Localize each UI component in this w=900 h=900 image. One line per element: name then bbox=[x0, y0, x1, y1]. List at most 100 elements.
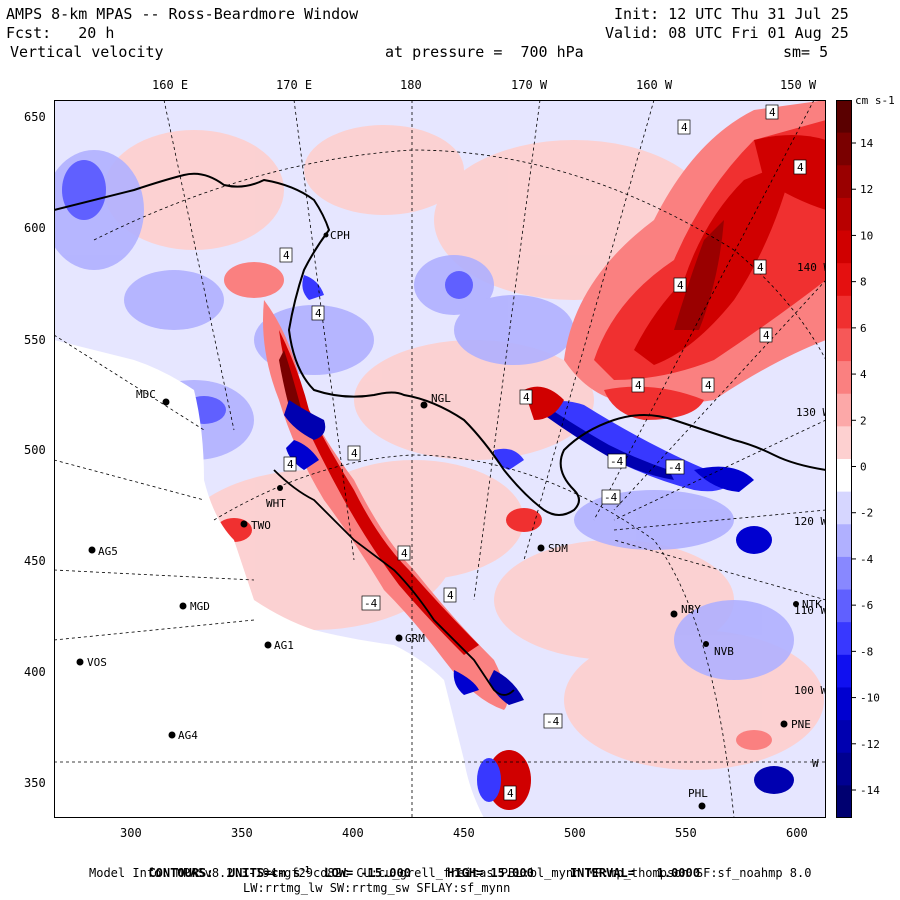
lon-label-170w: 170 W bbox=[511, 78, 548, 92]
colorbar-label: 10 bbox=[860, 229, 873, 242]
station-grm[interactable]: GRM bbox=[395, 632, 426, 645]
station-mdc[interactable]: MDC bbox=[136, 388, 170, 406]
contours-interval: INTERVAL= 1.0000 bbox=[569, 866, 700, 880]
svg-text:4: 4 bbox=[635, 379, 642, 392]
colorbar-swatch bbox=[836, 687, 852, 721]
svg-text:MDC: MDC bbox=[136, 388, 156, 401]
colorbar-label: 6 bbox=[860, 322, 867, 335]
colorbar-swatch bbox=[836, 785, 852, 818]
meridian-labels: 140 W 130 W 120 W 110 W 100 W W bbox=[794, 261, 826, 770]
colorbar-swatch bbox=[836, 393, 852, 427]
colorbar-label: 0 bbox=[860, 461, 867, 474]
svg-text:-4: -4 bbox=[668, 461, 682, 474]
svg-text:140 W: 140 W bbox=[797, 261, 826, 274]
lon-label-180: 180 bbox=[400, 78, 422, 92]
footer-physics: LW:rrtmg_lw SW:rrtmg_sw SFLAY:sf_mynn bbox=[243, 881, 511, 895]
svg-text:WHT: WHT bbox=[266, 497, 286, 510]
smoothing: sm= 5 bbox=[783, 43, 829, 61]
map-frame bbox=[54, 100, 826, 818]
colorbar-swatch bbox=[836, 524, 852, 558]
svg-text:130 W: 130 W bbox=[796, 406, 826, 419]
stations: MDC NGL CPH AG5 TWO MGD AG1 VOS AG4 SDM … bbox=[76, 229, 822, 810]
contour-label: 4 bbox=[283, 456, 297, 472]
station-two[interactable]: TWO bbox=[240, 519, 271, 532]
colorbar-swatch bbox=[836, 197, 852, 232]
colorbar-swatch bbox=[836, 132, 852, 166]
svg-text:PNE: PNE bbox=[791, 718, 811, 731]
station-mgd[interactable]: MGD bbox=[179, 600, 210, 613]
contours-low: LOW= -15.000 bbox=[324, 866, 411, 880]
colorbar-label: 8 bbox=[860, 276, 867, 289]
contours-units-sup: -1 bbox=[300, 865, 310, 874]
x-tick-350: 350 bbox=[231, 826, 253, 840]
svg-text:AG5: AG5 bbox=[98, 545, 118, 558]
contour-label: 4 bbox=[677, 119, 691, 135]
colorbar-swatch bbox=[836, 556, 852, 591]
colorbar-swatch bbox=[836, 230, 852, 264]
station-phl[interactable]: PHL bbox=[688, 787, 708, 810]
terrain-mask bbox=[54, 340, 484, 818]
station-nvb[interactable]: NVB bbox=[703, 641, 734, 658]
colorbar-swatch bbox=[836, 589, 852, 623]
contour-label: 4 bbox=[347, 445, 361, 461]
colorbar-label: -12 bbox=[860, 738, 880, 751]
colorbar-labels: 14 12 10 8 6 4 2 0 -2 -4 -6 -8 -10 -12 -14 bbox=[852, 137, 880, 797]
x-tick-600: 600 bbox=[786, 826, 808, 840]
y-tick-650: 650 bbox=[24, 110, 46, 124]
station-nby[interactable]: NBY bbox=[670, 603, 702, 618]
svg-text:GRM: GRM bbox=[405, 632, 425, 645]
graticule bbox=[54, 100, 826, 818]
svg-text:4: 4 bbox=[401, 547, 408, 560]
station-ngl[interactable]: NGL bbox=[420, 392, 452, 409]
contour-label: 4 bbox=[397, 545, 411, 561]
colorbar-label: 4 bbox=[860, 368, 867, 381]
svg-text:CPH: CPH bbox=[330, 229, 350, 242]
y-tick-500: 500 bbox=[24, 443, 46, 457]
contours-units: UNITS=cm s bbox=[227, 866, 301, 880]
colorbar-swatch bbox=[836, 459, 852, 493]
colorbar-swatch bbox=[836, 622, 852, 656]
contour-label: 4 bbox=[519, 389, 533, 405]
contour-label: -4 bbox=[361, 595, 381, 611]
colorbar-swatch bbox=[836, 752, 852, 786]
svg-text:NTK: NTK bbox=[802, 598, 822, 611]
station-ag1[interactable]: AG1 bbox=[264, 639, 294, 652]
station-vos[interactable]: VOS bbox=[76, 656, 107, 669]
svg-text:4: 4 bbox=[763, 329, 770, 342]
lon-label-150w: 150 W bbox=[780, 78, 817, 92]
svg-text:4: 4 bbox=[351, 447, 358, 460]
contour-label: -4 bbox=[543, 713, 563, 729]
y-tick-550: 550 bbox=[24, 333, 46, 347]
footer-model-info: Model Info: MPASv8.2.3-194-gf29cd82c CU:… bbox=[89, 866, 812, 880]
pressure-level: at pressure = 700 hPa bbox=[385, 43, 584, 61]
svg-text:4: 4 bbox=[447, 589, 454, 602]
map-title: AMPS 8-km MPAS -- Ross-Beardmore Window bbox=[6, 5, 359, 23]
svg-text:120 W: 120 W bbox=[794, 515, 826, 528]
station-ag4[interactable]: AG4 bbox=[168, 729, 199, 742]
mountain-wave-band bbox=[263, 275, 524, 710]
station-cph[interactable]: CPH bbox=[323, 229, 350, 242]
station-sdm[interactable]: SDM bbox=[537, 542, 569, 555]
x-tick-500: 500 bbox=[564, 826, 586, 840]
svg-text:-4: -4 bbox=[610, 455, 624, 468]
lon-label-170e: 170 E bbox=[276, 78, 313, 92]
colorbar-label: -2 bbox=[860, 507, 873, 520]
x-tick-550: 550 bbox=[675, 826, 697, 840]
station-ag5[interactable]: AG5 bbox=[88, 545, 118, 558]
svg-text:TWO: TWO bbox=[251, 519, 271, 532]
contour-label: 4 bbox=[503, 785, 517, 801]
svg-text:4: 4 bbox=[287, 458, 294, 471]
station-pne[interactable]: PNE bbox=[780, 718, 811, 731]
station-ntk[interactable]: NTK bbox=[793, 598, 822, 611]
colorbar-label: -4 bbox=[860, 553, 874, 566]
svg-text:VOS: VOS bbox=[87, 656, 107, 669]
colorbar-swatch bbox=[836, 263, 852, 297]
colorbar-label: -10 bbox=[860, 692, 880, 705]
station-wht[interactable]: WHT bbox=[266, 485, 286, 510]
field-name: Vertical velocity bbox=[10, 43, 164, 61]
scattered-cells bbox=[216, 262, 794, 810]
x-tick-450: 450 bbox=[453, 826, 475, 840]
svg-text:-4: -4 bbox=[546, 715, 560, 728]
svg-text:4: 4 bbox=[681, 121, 688, 134]
svg-text:MGD: MGD bbox=[190, 600, 210, 613]
